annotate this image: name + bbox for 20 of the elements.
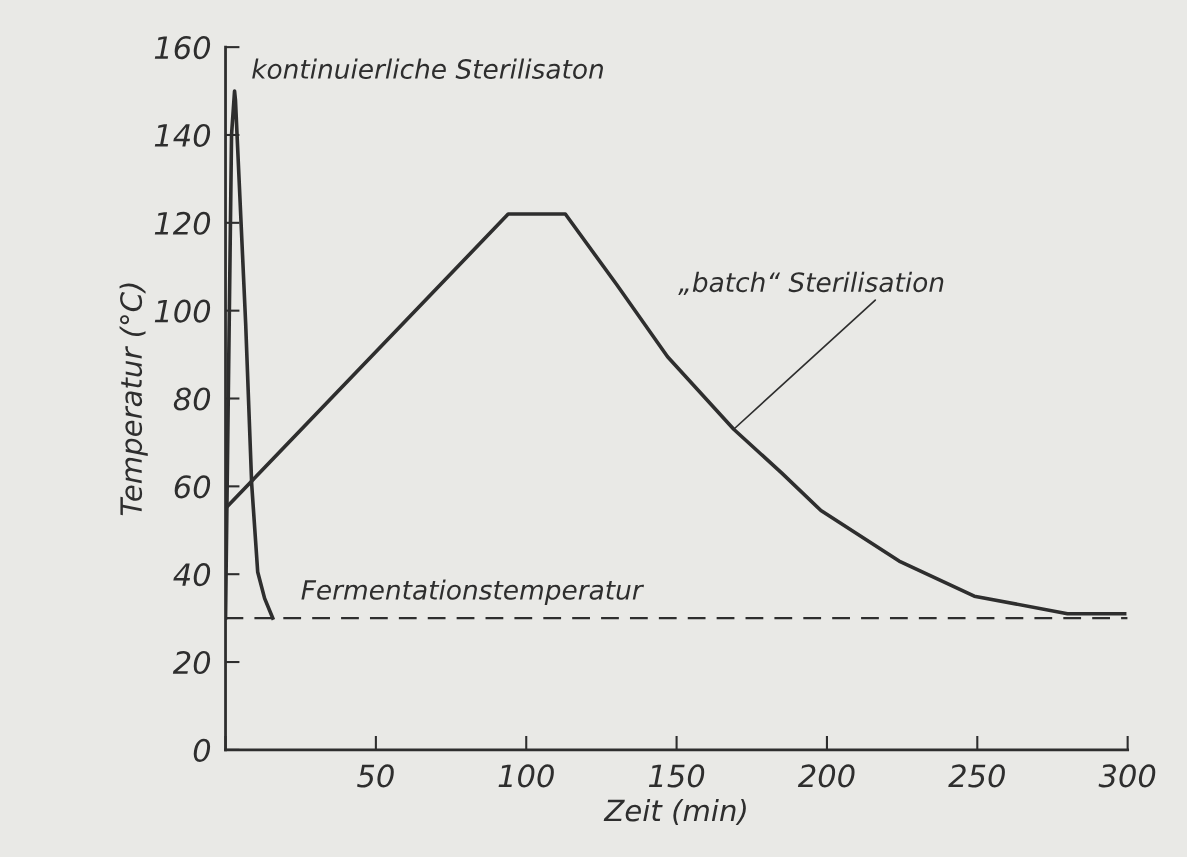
y-tick-label: 100 [154, 299, 211, 323]
y-tick-label: 140 [154, 123, 211, 148]
x-axis-title: Zeit (min) [603, 798, 746, 825]
y-tick-label: 120 [154, 211, 211, 235]
annotation: „batch“ Sterilisation [678, 271, 944, 295]
x-tick-label: 100 [498, 764, 554, 788]
y-tick-label: 20 [172, 650, 211, 675]
y-tick-label: 160 [154, 36, 211, 60]
y-tick-label: 40 [173, 563, 211, 587]
x-tick-label: 50 [357, 764, 394, 788]
x-tick-label: 300 [1098, 764, 1156, 788]
y-tick-label: 80 [173, 387, 211, 411]
x-tick-label: 250 [948, 764, 1005, 788]
annotation: kontinuierliche Sterilisaton [252, 58, 603, 79]
y-tick-label: 60 [174, 475, 211, 499]
y-tick-label: 0 [193, 738, 211, 762]
x-tick-label: 150 [648, 764, 705, 788]
y-axis-title: Temperatur (°C) [119, 283, 148, 516]
ref-line-label: Fermentationstemperatur [301, 579, 645, 605]
x-tick-label: 200 [797, 764, 855, 788]
